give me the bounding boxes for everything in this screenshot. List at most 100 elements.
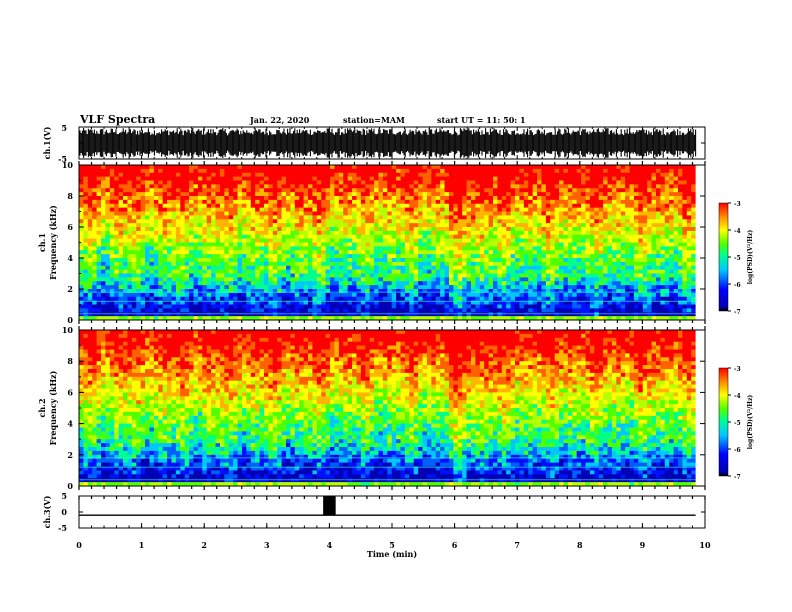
spectrogram-cell [532,176,538,181]
spectrogram-cell [224,304,230,309]
spectrogram-cell [501,184,507,189]
spectrogram-cell [409,277,415,282]
spectrogram-cell [369,196,375,201]
spectrogram-cell [563,176,569,181]
spectrogram-cell [321,300,327,305]
spectrogram-cell [466,242,472,247]
spectrogram-cell [206,285,212,290]
spectrogram-cell [250,219,256,224]
spectrogram-cell [316,211,322,216]
spectrogram-cell [281,304,287,309]
spectrogram-cell [299,265,305,271]
spectrogram-cell [109,308,115,313]
spectrogram-cell [281,269,287,274]
spectrogram-cell [479,273,485,278]
spectrogram-cell [541,289,547,294]
spectrogram-cell [250,261,256,267]
spectrogram-cell [140,269,146,274]
spectrogram-cell [250,254,256,259]
spectrogram-cell [484,296,489,302]
spectrogram-cell [510,289,516,294]
spectrogram-cell [228,312,234,317]
spectrogram-cell [585,176,591,181]
spectrogram-cell [145,265,150,271]
spectrogram-cell [457,211,463,216]
spectrogram-cell [303,289,309,294]
spectrogram-cell [475,165,481,170]
spectrogram-cell [338,196,344,201]
spectrogram-cell [400,203,406,209]
spectrogram-cell [603,172,608,178]
spectrogram-cell [303,265,309,271]
spectrogram-cell [211,165,216,170]
spectrogram-cell [369,184,375,189]
spectrogram-cell [453,196,459,201]
spectrogram-cell [519,246,525,251]
spectrogram-cell [211,168,216,174]
spectrogram-cell [369,211,375,216]
spectrogram-cell [413,215,419,220]
spectrogram-cell [488,219,494,224]
spectrogram-cell [378,184,384,189]
spectrogram-cell [263,242,269,247]
spectrogram-cell [387,300,393,305]
spectrogram-cell [404,199,410,205]
spectrogram-cell [576,296,582,302]
spectrogram-cell [259,180,265,185]
spectrogram-cell [554,292,560,298]
spectrogram-cell [145,238,150,243]
spectrogram-cell [589,261,595,267]
spectrogram-cell [426,265,432,271]
spectrogram-cell [167,277,172,282]
spectrogram-cell [448,203,454,209]
spectrogram-cell [343,165,349,170]
spectrogram-cell [131,304,137,309]
spectrogram-cell [537,215,542,220]
spectrogram-cell [109,250,115,255]
spectrogram-cell [501,211,507,216]
spectrogram-cell [382,199,388,205]
spectrogram-cell [193,304,199,309]
spectrogram-cell [202,176,208,181]
spectrogram-cell [607,285,613,290]
spectrogram-cell [206,165,212,170]
spectrogram-cell [510,281,516,286]
spectrogram-cell [109,168,115,174]
spectrogram-cell [545,312,551,317]
spectrogram-cell [501,300,507,305]
spectrogram-cell [246,281,252,286]
spectrogram-cell [396,300,401,305]
spectrogram-cell [589,176,595,181]
spectrogram-cell [484,254,489,259]
spectrogram-cell [92,199,98,205]
spectrogram-cell [272,265,278,271]
spectrogram-cell [418,269,423,274]
spectrogram-cell [131,165,137,170]
spectrogram-cell [83,238,89,243]
spectrogram-cell [567,230,573,236]
spectrogram-cell [475,168,481,174]
spectrogram-cell [290,199,296,205]
spectrogram-cell [572,168,578,174]
spectrogram-cell [153,269,159,274]
spectrogram-cell [96,223,102,228]
spectrogram-cell [79,308,84,313]
spectrogram-cell [466,215,472,220]
spectrogram-cell [233,234,238,240]
spectrogram-cell [519,312,525,317]
spectrogram-cell [101,258,106,263]
spectrogram-cell [294,180,300,185]
spectrogram-cell [321,269,327,274]
spectrogram-cell [246,188,252,193]
spectrogram-cell [294,219,300,224]
spectrogram-cell [197,281,203,286]
spectrogram-cell [431,242,437,247]
spectrogram-cell [616,165,622,170]
spectrogram-cell [506,285,512,290]
spectrogram-cell [409,292,415,298]
spectrogram-cell [435,250,441,255]
spectrogram-cell [356,203,362,209]
spectrogram-cell [96,238,102,243]
spectrogram-cell [426,281,432,286]
spectrogram-cell [197,246,203,251]
